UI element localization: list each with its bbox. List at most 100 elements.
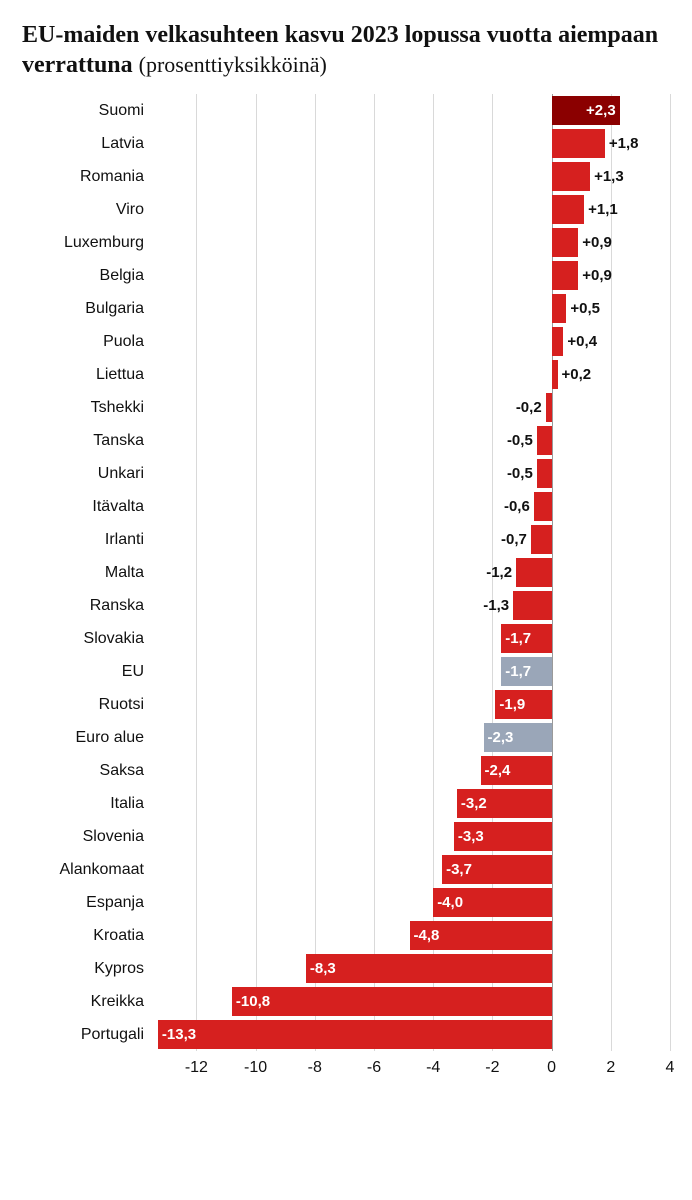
- category-label: Portugali: [22, 1026, 152, 1044]
- category-label: Suomi: [22, 102, 152, 120]
- category-label: Malta: [22, 564, 152, 582]
- bar: -13,3: [158, 1020, 552, 1049]
- bar-row: EU -1,7: [22, 655, 670, 688]
- value-label: -2,3: [488, 729, 514, 746]
- bar-row: Romania+1,3: [22, 160, 670, 193]
- bar: -0,5: [537, 426, 552, 455]
- value-label: -1,2: [486, 564, 512, 581]
- category-label: Slovakia: [22, 630, 152, 648]
- bar-row: Itävalta -0,6: [22, 490, 670, 523]
- bar-area: -8,3: [152, 952, 670, 985]
- value-label: -10,8: [236, 993, 270, 1010]
- bar-area: -4,8: [152, 919, 670, 952]
- category-label: Itävalta: [22, 498, 152, 516]
- category-label: EU: [22, 663, 152, 681]
- bar-area: +0,9: [152, 226, 670, 259]
- bar-area: -4,0: [152, 886, 670, 919]
- category-label: Latvia: [22, 135, 152, 153]
- bar-row: Puola+0,4: [22, 325, 670, 358]
- bar-area: -2,4: [152, 754, 670, 787]
- value-label: -1,9: [499, 696, 525, 713]
- bar-area: -2,3: [152, 721, 670, 754]
- category-label: Liettua: [22, 366, 152, 384]
- bar-area: +0,2: [152, 358, 670, 391]
- bar-row: Liettua+0,2: [22, 358, 670, 391]
- category-label: Bulgaria: [22, 300, 152, 318]
- bar-area: -0,7: [152, 523, 670, 556]
- bar-row: Latvia +1,8: [22, 127, 670, 160]
- x-tick: -8: [308, 1059, 322, 1077]
- category-label: Ranska: [22, 597, 152, 615]
- bar-area: -0,2: [152, 391, 670, 424]
- bar-row: Slovakia -1,7: [22, 622, 670, 655]
- bar-row: Viro+1,1: [22, 193, 670, 226]
- bar-row: Ruotsi -1,9: [22, 688, 670, 721]
- value-label: +1,8: [609, 135, 639, 152]
- value-label: -0,5: [507, 465, 533, 482]
- category-label: Kreikka: [22, 993, 152, 1011]
- x-tick: -4: [426, 1059, 440, 1077]
- bar: -4,0: [433, 888, 551, 917]
- value-label: -4,0: [437, 894, 463, 911]
- bar: -0,5: [537, 459, 552, 488]
- bar-area: -0,5: [152, 457, 670, 490]
- bar-row: Tshekki -0,2: [22, 391, 670, 424]
- category-label: Irlanti: [22, 531, 152, 549]
- bar: -1,9: [495, 690, 551, 719]
- bar-area: +1,1: [152, 193, 670, 226]
- bar-area: -1,7: [152, 622, 670, 655]
- bar-area: +1,8: [152, 127, 670, 160]
- bar: -1,3: [513, 591, 551, 620]
- bar: -8,3: [306, 954, 552, 983]
- bar: -3,7: [442, 855, 552, 884]
- bar: -4,8: [410, 921, 552, 950]
- value-label: +1,3: [594, 168, 624, 185]
- bar-area: -1,2: [152, 556, 670, 589]
- bar: -0,7: [531, 525, 552, 554]
- category-label: Espanja: [22, 894, 152, 912]
- category-label: Tshekki: [22, 399, 152, 417]
- value-label: +0,9: [582, 267, 612, 284]
- bar-row: Italia-3,2: [22, 787, 670, 820]
- category-label: Tanska: [22, 432, 152, 450]
- plot-area: Suomi+2,3Latvia+1,8Romania+1,3Viro+1,1Lu…: [22, 94, 670, 1081]
- bar: +0,4: [552, 327, 564, 356]
- bar-area: +1,3: [152, 160, 670, 193]
- value-label: -0,2: [516, 399, 542, 416]
- bar: -3,2: [457, 789, 552, 818]
- bar-area: -0,5: [152, 424, 670, 457]
- bar-row: Espanja -4,0: [22, 886, 670, 919]
- bar: +2,3: [552, 96, 620, 125]
- value-label: -0,7: [501, 531, 527, 548]
- bar-row: Kreikka -10,8: [22, 985, 670, 1018]
- category-label: Ruotsi: [22, 696, 152, 714]
- bar-row: Portugali -13,3: [22, 1018, 670, 1051]
- bar-area: -13,3: [152, 1018, 670, 1051]
- value-label: +0,5: [570, 300, 600, 317]
- bar-row: Belgia+0,9: [22, 259, 670, 292]
- bar-row: Malta -1,2: [22, 556, 670, 589]
- bar-row: Euro alue-2,3: [22, 721, 670, 754]
- bar: -10,8: [232, 987, 552, 1016]
- value-label: +1,1: [588, 201, 618, 218]
- category-label: Slovenia: [22, 828, 152, 846]
- bar: -2,4: [481, 756, 552, 785]
- x-tick: -12: [185, 1059, 208, 1077]
- bar-area: +2,3: [152, 94, 670, 127]
- bar: -1,7: [501, 624, 551, 653]
- value-label: -1,3: [483, 597, 509, 614]
- category-label: Alankomaat: [22, 861, 152, 879]
- value-label: -3,3: [458, 828, 484, 845]
- value-label: -0,6: [504, 498, 530, 515]
- bar-row: Slovenia -3,3: [22, 820, 670, 853]
- bar-area: -1,3: [152, 589, 670, 622]
- bar-area: -0,6: [152, 490, 670, 523]
- bar: -1,7: [501, 657, 551, 686]
- bars-container: Suomi+2,3Latvia+1,8Romania+1,3Viro+1,1Lu…: [22, 94, 670, 1051]
- bar-area: +0,4: [152, 325, 670, 358]
- bar-row: Kypros-8,3: [22, 952, 670, 985]
- value-label: -0,5: [507, 432, 533, 449]
- bar-area: -1,7: [152, 655, 670, 688]
- chart-title-bold: EU-maiden velkasuhteen kasvu 2023 lopuss…: [22, 22, 658, 78]
- bar-area: +0,9: [152, 259, 670, 292]
